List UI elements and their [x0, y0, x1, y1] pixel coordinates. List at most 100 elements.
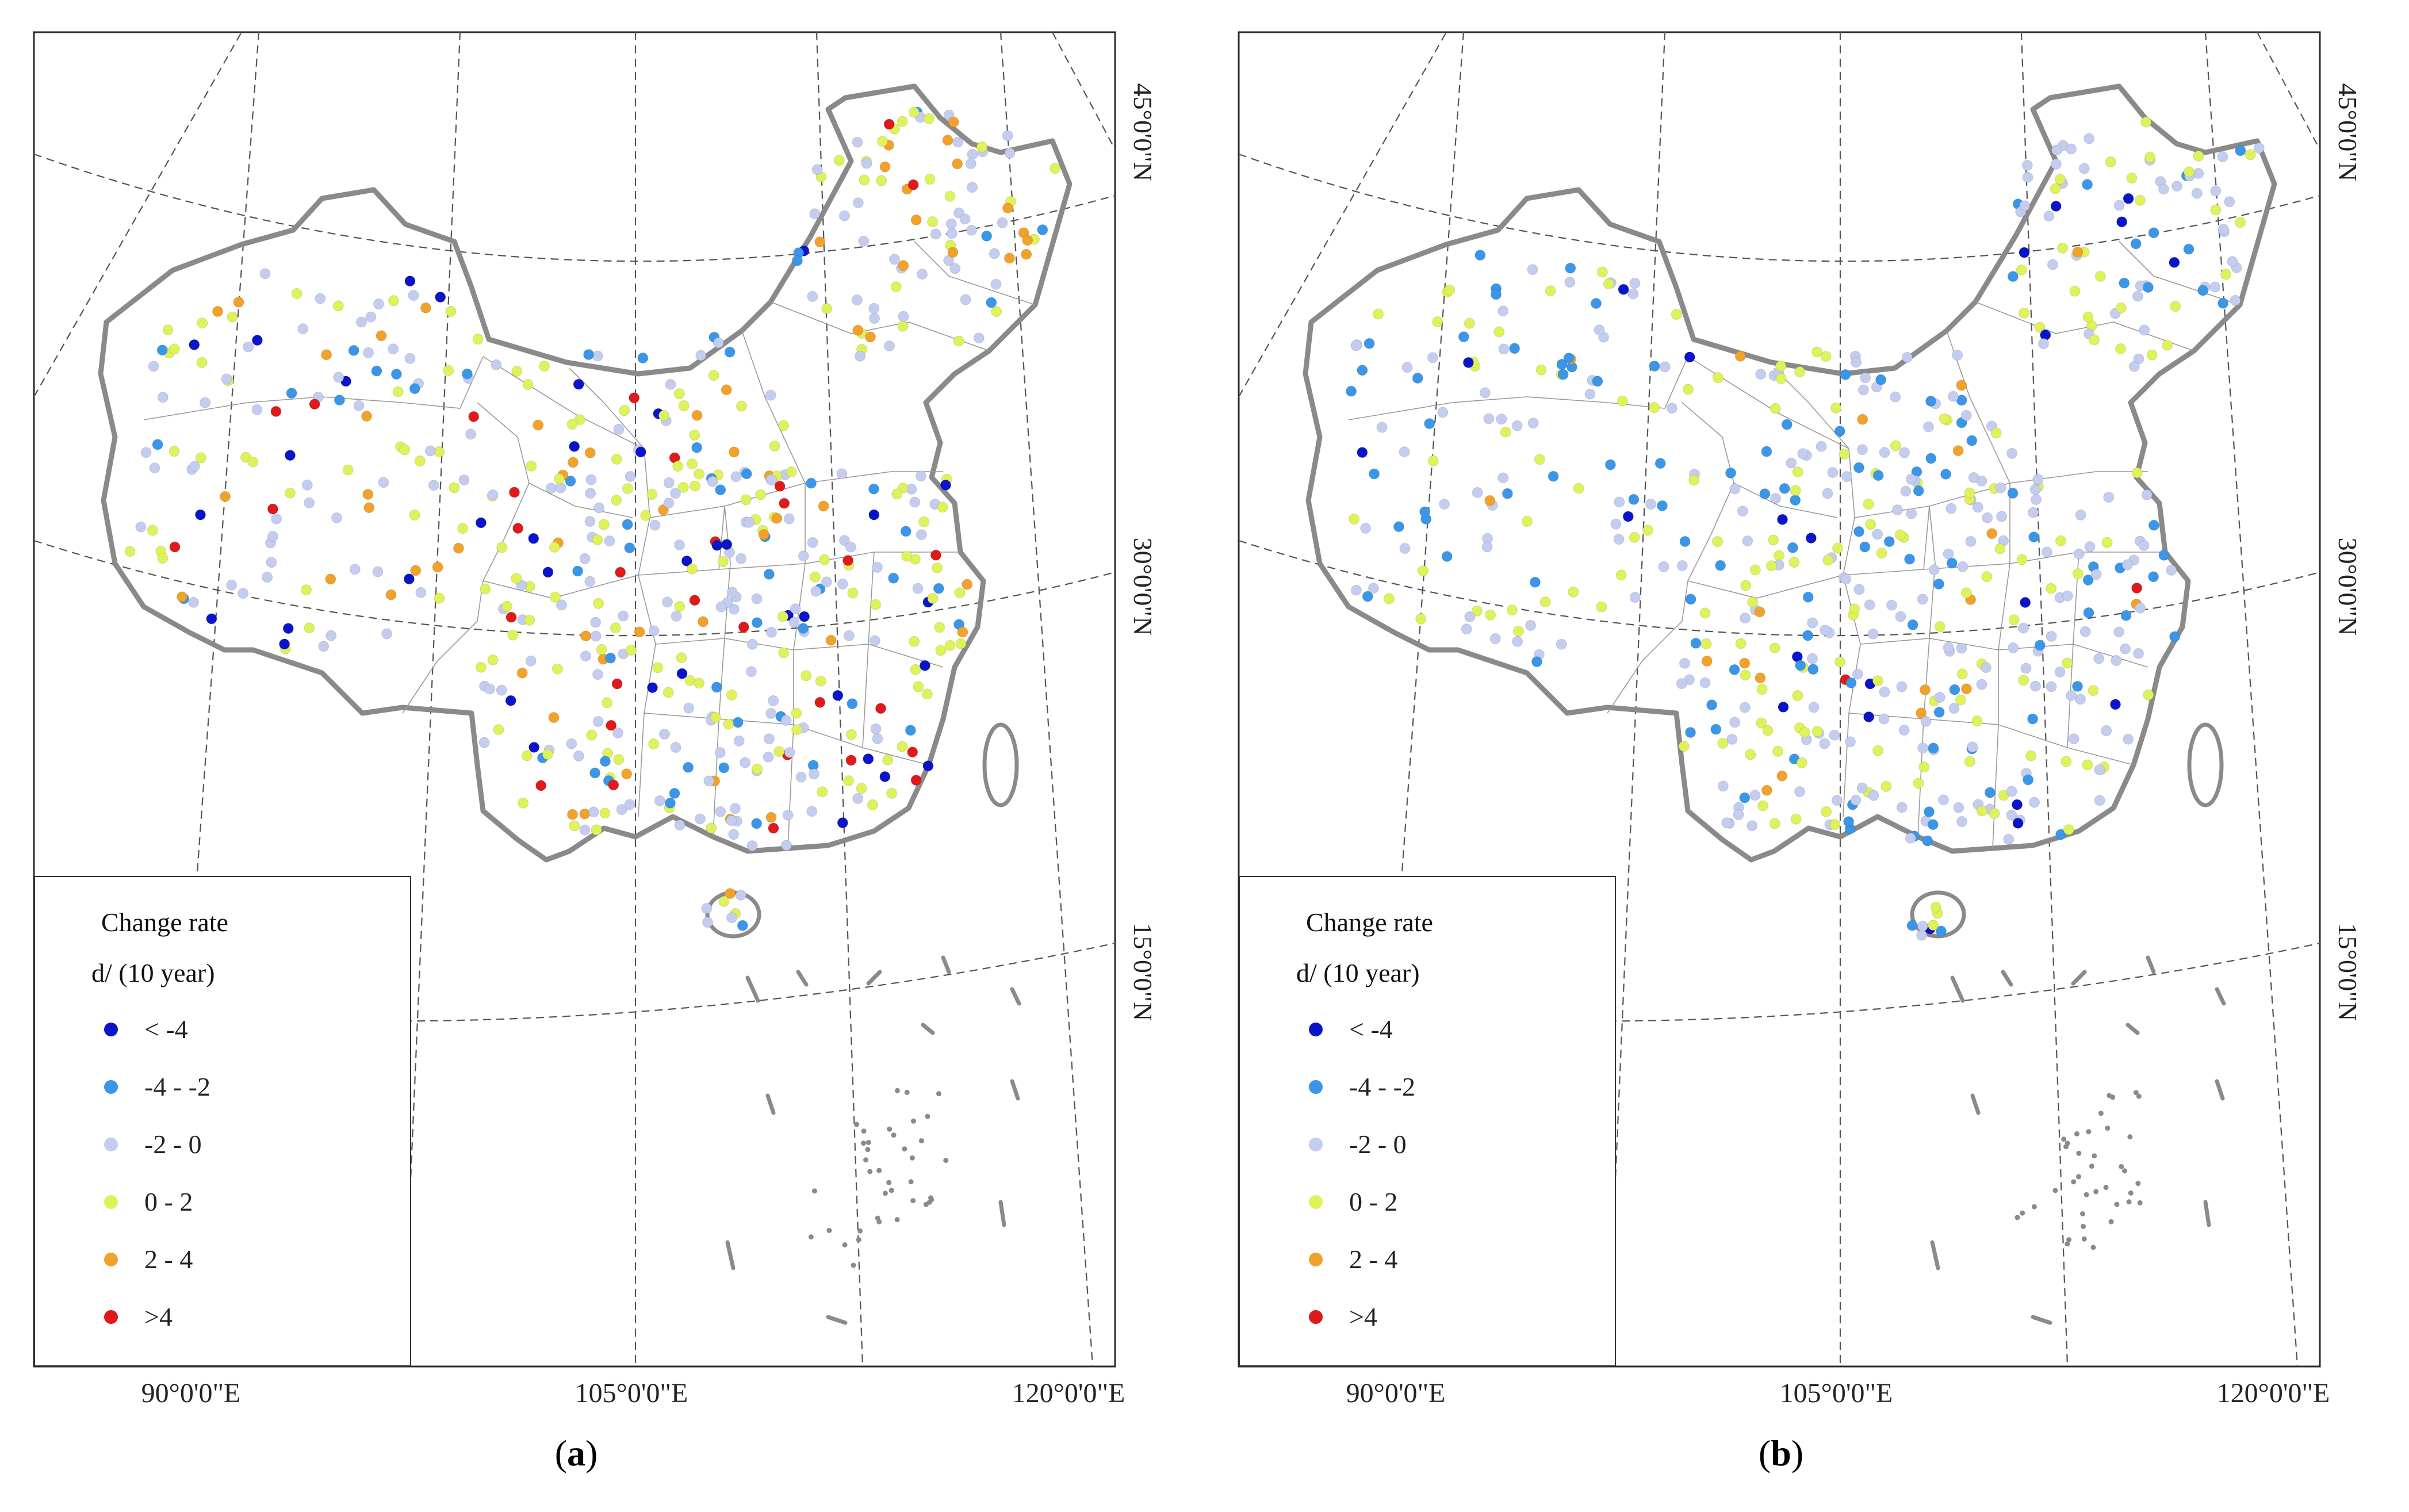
- station-point: [916, 470, 926, 482]
- station-point: [1960, 683, 1972, 695]
- station-point: [291, 288, 302, 299]
- station-point: [2135, 602, 2146, 614]
- station-point: [522, 378, 534, 390]
- station-point: [877, 136, 888, 147]
- legend-label: < -4: [144, 1015, 188, 1044]
- longitude-line: [1238, 32, 1447, 397]
- station-point: [2012, 817, 2024, 829]
- station-point: [1840, 573, 1852, 585]
- station-point: [1920, 684, 1931, 695]
- province-boundary: [1607, 402, 1734, 714]
- station-point: [1622, 511, 1634, 522]
- station-point: [585, 488, 596, 499]
- station-point: [1776, 770, 1788, 782]
- station-point: [1850, 794, 1862, 806]
- legend-swatch: [104, 1138, 118, 1151]
- station-point: [1930, 901, 1941, 913]
- station-point: [778, 611, 788, 622]
- station-point: [512, 523, 524, 534]
- station-point: [342, 464, 354, 476]
- station-point: [1627, 288, 1639, 300]
- station-point: [927, 593, 939, 604]
- station-point: [1853, 462, 1864, 473]
- reef-mark: [902, 1146, 907, 1152]
- station-point: [1860, 372, 1871, 384]
- station-point: [2120, 643, 2131, 654]
- station-point: [689, 595, 700, 606]
- station-point: [678, 400, 690, 411]
- station-point: [1629, 278, 1641, 289]
- station-point: [2006, 809, 2017, 821]
- station-point: [671, 610, 682, 622]
- station-point: [1925, 453, 1937, 464]
- station-point: [1573, 483, 1584, 494]
- station-point: [1913, 778, 1924, 789]
- province-boundary: [1923, 506, 1930, 570]
- legend-swatch: [1309, 1195, 1323, 1209]
- station-point: [1981, 571, 1993, 583]
- station-point: [195, 509, 206, 520]
- station-point: [1899, 447, 1910, 458]
- station-point: [768, 695, 779, 706]
- station-point: [2130, 238, 2142, 250]
- station-point: [872, 733, 883, 744]
- station-point: [511, 366, 523, 377]
- station-point: [715, 484, 726, 496]
- station-point: [907, 179, 919, 190]
- station-point: [1865, 519, 1876, 530]
- legend-label: -2 - 0: [1349, 1130, 1407, 1159]
- station-point: [891, 488, 903, 500]
- station-point: [331, 512, 343, 523]
- taiwan-island: [2187, 722, 2224, 807]
- station-point: [1934, 692, 1945, 703]
- legend-swatch: [104, 1310, 118, 1324]
- station-point: [1890, 391, 1901, 403]
- station-point: [814, 696, 826, 708]
- legend-swatch: [104, 1080, 118, 1094]
- station-point: [321, 349, 332, 361]
- station-point: [806, 806, 818, 817]
- station-point: [1676, 560, 1688, 571]
- station-point: [905, 725, 916, 736]
- station-point: [1535, 364, 1547, 376]
- reef-mark: [808, 1234, 814, 1240]
- station-point: [845, 755, 857, 766]
- station-point: [932, 562, 943, 574]
- station-point: [728, 603, 740, 615]
- station-point: [1946, 557, 1958, 569]
- station-point: [247, 456, 259, 468]
- station-point: [404, 275, 416, 287]
- lat-label-15: 15°0'0"N: [2333, 923, 2362, 1021]
- reef-mark: [894, 1088, 900, 1093]
- station-point: [740, 494, 752, 506]
- station-point: [2170, 301, 2181, 312]
- station-point: [584, 516, 596, 527]
- station-point: [1904, 553, 1916, 565]
- station-point: [200, 397, 211, 408]
- station-point: [768, 822, 779, 834]
- station-point: [730, 471, 742, 483]
- island-mark: [2031, 1315, 2052, 1325]
- station-point: [588, 806, 599, 818]
- station-point: [2093, 653, 2105, 664]
- station-point: [763, 733, 775, 745]
- station-point: [1966, 435, 1978, 446]
- station-point: [2017, 622, 2029, 634]
- station-point: [2075, 509, 2086, 520]
- station-point: [1799, 726, 1810, 738]
- station-point: [1584, 388, 1596, 400]
- station-point: [363, 502, 375, 514]
- station-point: [378, 477, 389, 488]
- station-point: [778, 420, 790, 431]
- station-point: [548, 712, 560, 724]
- station-point: [1740, 580, 1752, 591]
- station-point: [662, 596, 673, 608]
- station-point: [637, 353, 649, 363]
- station-point: [476, 661, 487, 673]
- station-point: [1739, 792, 1751, 803]
- station-point: [1701, 656, 1713, 667]
- station-point: [1357, 447, 1368, 458]
- station-point: [930, 228, 941, 240]
- station-point: [710, 711, 721, 723]
- station-point: [2062, 590, 2073, 602]
